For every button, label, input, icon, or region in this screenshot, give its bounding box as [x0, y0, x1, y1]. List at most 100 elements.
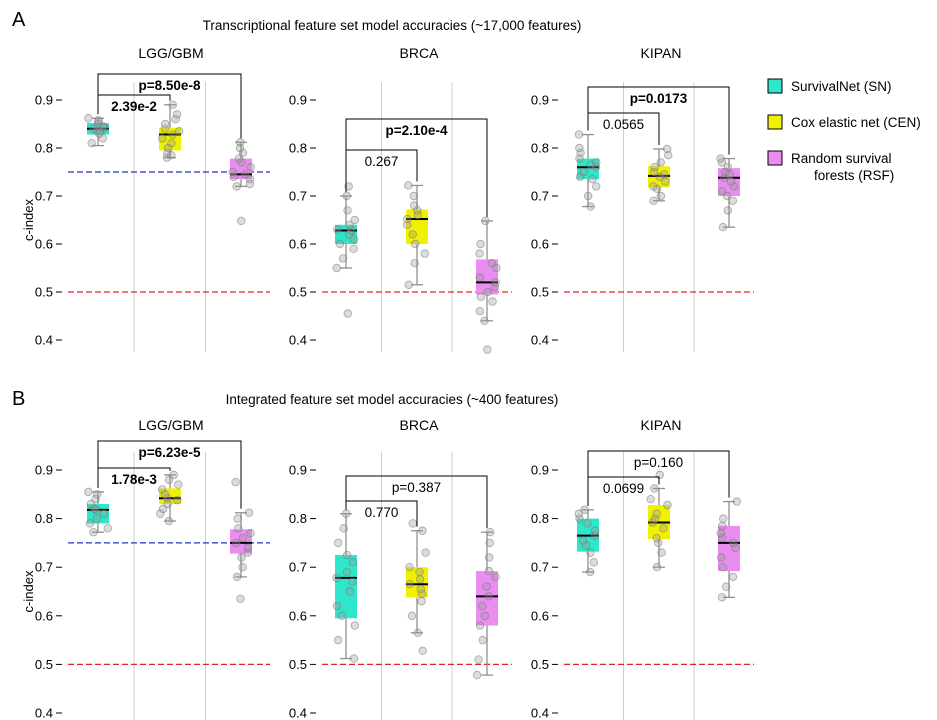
subplot-title: LGG/GBM [138, 45, 203, 61]
data-point [100, 123, 109, 133]
data-point [491, 572, 500, 582]
data-point [491, 278, 500, 287]
data-point [650, 484, 659, 493]
data-point [480, 611, 490, 620]
y-tick-label: 0.8 [531, 511, 549, 526]
data-point [719, 514, 728, 523]
data-point [164, 516, 174, 526]
box-sn [574, 505, 600, 577]
y-tick-label: 0.5 [35, 285, 53, 300]
data-point [474, 655, 483, 664]
data-point [721, 582, 731, 591]
subplot-title: LGG/GBM [138, 417, 203, 433]
data-point [244, 508, 254, 517]
data-point [592, 158, 601, 167]
box-cen [648, 144, 673, 205]
data-point [415, 567, 424, 577]
data-point [99, 509, 109, 518]
subplot-kipan: KIPAN 0.4 0.5 0.6 0.7 0.8 0.9 0.0699 p=0.160 [531, 417, 754, 720]
panel-B: B Integrated feature set model accuracies… [12, 388, 754, 720]
data-point [240, 170, 250, 179]
data-point [103, 524, 112, 533]
data-point [652, 533, 661, 543]
legend-swatch [767, 114, 783, 130]
p-value-label: 0.0699 [603, 481, 644, 496]
box-cen [646, 470, 672, 572]
p-value-label: p=2.10e-4 [386, 123, 448, 138]
data-point [655, 470, 664, 480]
data-point [229, 172, 238, 181]
legend-item: SurvivalNet (SN) [767, 78, 892, 94]
data-point [245, 174, 255, 184]
legend-swatch [767, 78, 783, 94]
data-point [721, 167, 730, 177]
data-point [349, 244, 358, 253]
box-rsf [472, 528, 500, 680]
y-tick-label: 0.6 [289, 608, 307, 623]
data-point [89, 528, 98, 537]
data-point [729, 182, 738, 191]
data-point [732, 497, 742, 506]
data-point [342, 191, 352, 201]
data-point [237, 216, 246, 226]
data-point [488, 297, 497, 306]
data-point [718, 222, 728, 232]
y-axis-label: c-index [21, 570, 36, 612]
data-point [174, 480, 183, 489]
comparison-bracket: p=0.387 [345, 475, 488, 529]
data-point [163, 499, 172, 509]
data-point [338, 254, 348, 263]
data-point [160, 490, 170, 499]
y-tick-label: 0.9 [35, 463, 53, 478]
data-point [236, 138, 245, 147]
data-point [84, 487, 93, 497]
data-point [343, 550, 352, 560]
data-point [232, 572, 242, 582]
data-point [349, 234, 359, 244]
data-point [421, 548, 430, 557]
y-tick-label: 0.4 [531, 706, 549, 720]
data-point [238, 148, 248, 157]
panel-title: Transcriptional feature set model accura… [203, 18, 582, 33]
data-point [342, 567, 352, 577]
data-point [659, 524, 668, 533]
y-axis-label: c-index [21, 199, 36, 241]
data-point [232, 182, 241, 191]
box-cen [403, 181, 430, 289]
data-point [649, 182, 658, 191]
data-point [169, 470, 178, 480]
data-point [481, 216, 490, 226]
y-tick-label: 0.9 [289, 93, 307, 108]
y-tick-label: 0.5 [289, 285, 307, 300]
data-point [175, 126, 184, 136]
panel-label: A [12, 9, 26, 31]
y-tick-label: 0.6 [35, 608, 53, 623]
data-point [728, 572, 738, 582]
p-value-label: 0.0565 [603, 117, 644, 132]
data-point [409, 201, 419, 210]
data-point [649, 196, 658, 205]
data-point [723, 206, 733, 215]
legend-swatch [767, 150, 783, 166]
data-point [731, 543, 740, 552]
data-point [403, 214, 412, 224]
data-point [485, 528, 495, 537]
data-point [417, 589, 427, 599]
p-value-label: p=0.387 [392, 480, 441, 495]
box-iqr [159, 127, 181, 151]
data-point [349, 654, 359, 663]
legend-label: Random survival [791, 151, 892, 166]
p-value-label: p=8.50e-8 [139, 78, 201, 93]
data-point [717, 533, 727, 543]
y-tick-label: 0.9 [531, 93, 549, 108]
data-point [718, 521, 727, 531]
data-point [589, 558, 599, 567]
data-point [413, 628, 423, 638]
data-point [234, 154, 244, 163]
data-point [85, 519, 95, 528]
y-tick-label: 0.5 [289, 657, 307, 672]
y-tick-label: 0.8 [35, 511, 53, 526]
data-point [348, 577, 357, 586]
box-rsf [230, 477, 255, 603]
data-point [729, 538, 738, 548]
